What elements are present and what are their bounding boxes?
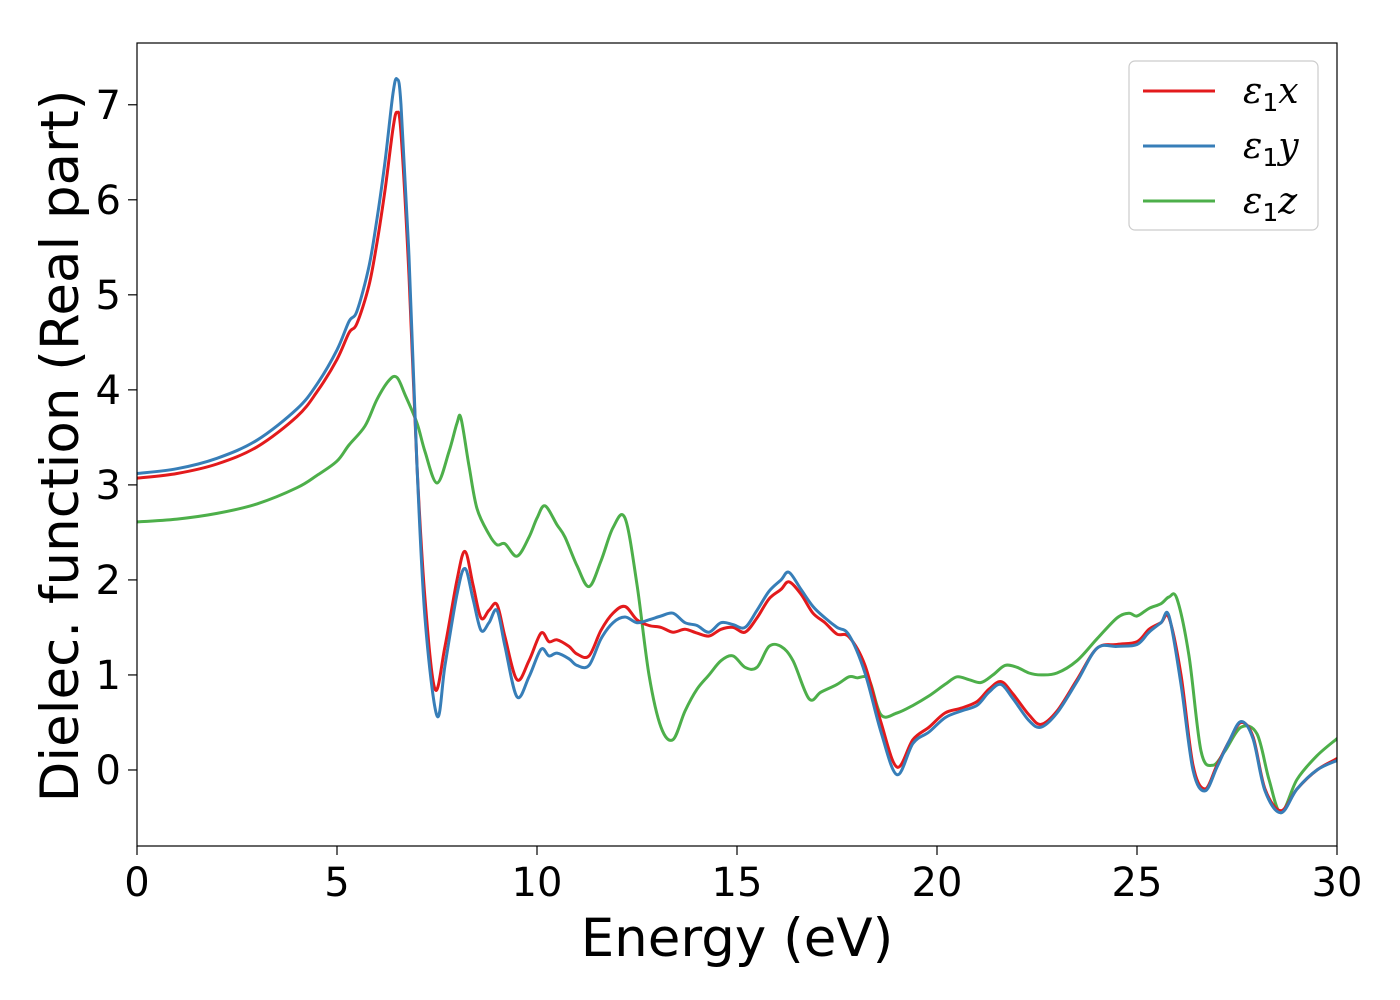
legend-label-y: ε1y (1243, 126, 1299, 172)
legend: ε1x ε1y ε1z (1128, 60, 1319, 231)
x-tick-label: 15 (712, 860, 763, 906)
y-axis-label: Dielec. function (Real part) (30, 90, 91, 803)
legend-label-z: ε1z (1243, 181, 1298, 227)
y-tick-label: 2 (96, 558, 121, 604)
x-tick-label: 30 (1312, 860, 1363, 906)
x-axis: 0 5 10 15 20 25 30 (124, 846, 1362, 906)
x-tick-label: 0 (124, 860, 149, 906)
legend-label-x: ε1x (1243, 71, 1299, 117)
legend-box (1128, 60, 1319, 231)
x-axis-label: Energy (eV) (581, 908, 894, 969)
x-tick-label: 5 (324, 860, 349, 906)
series-lines (137, 77, 1337, 815)
y-axis: 0 1 2 3 4 5 6 7 (96, 83, 137, 794)
series-line-z (137, 374, 1337, 815)
x-tick-label: 10 (512, 860, 563, 906)
y-tick-label: 5 (96, 273, 121, 319)
y-tick-label: 7 (96, 83, 121, 129)
y-tick-label: 3 (96, 463, 121, 509)
y-tick-label: 4 (96, 368, 121, 414)
x-tick-label: 25 (1112, 860, 1163, 906)
y-tick-label: 0 (96, 748, 121, 794)
x-tick-label: 20 (912, 860, 963, 906)
series-line-y (137, 77, 1337, 815)
y-tick-label: 6 (96, 178, 121, 224)
y-tick-label: 1 (96, 653, 121, 699)
